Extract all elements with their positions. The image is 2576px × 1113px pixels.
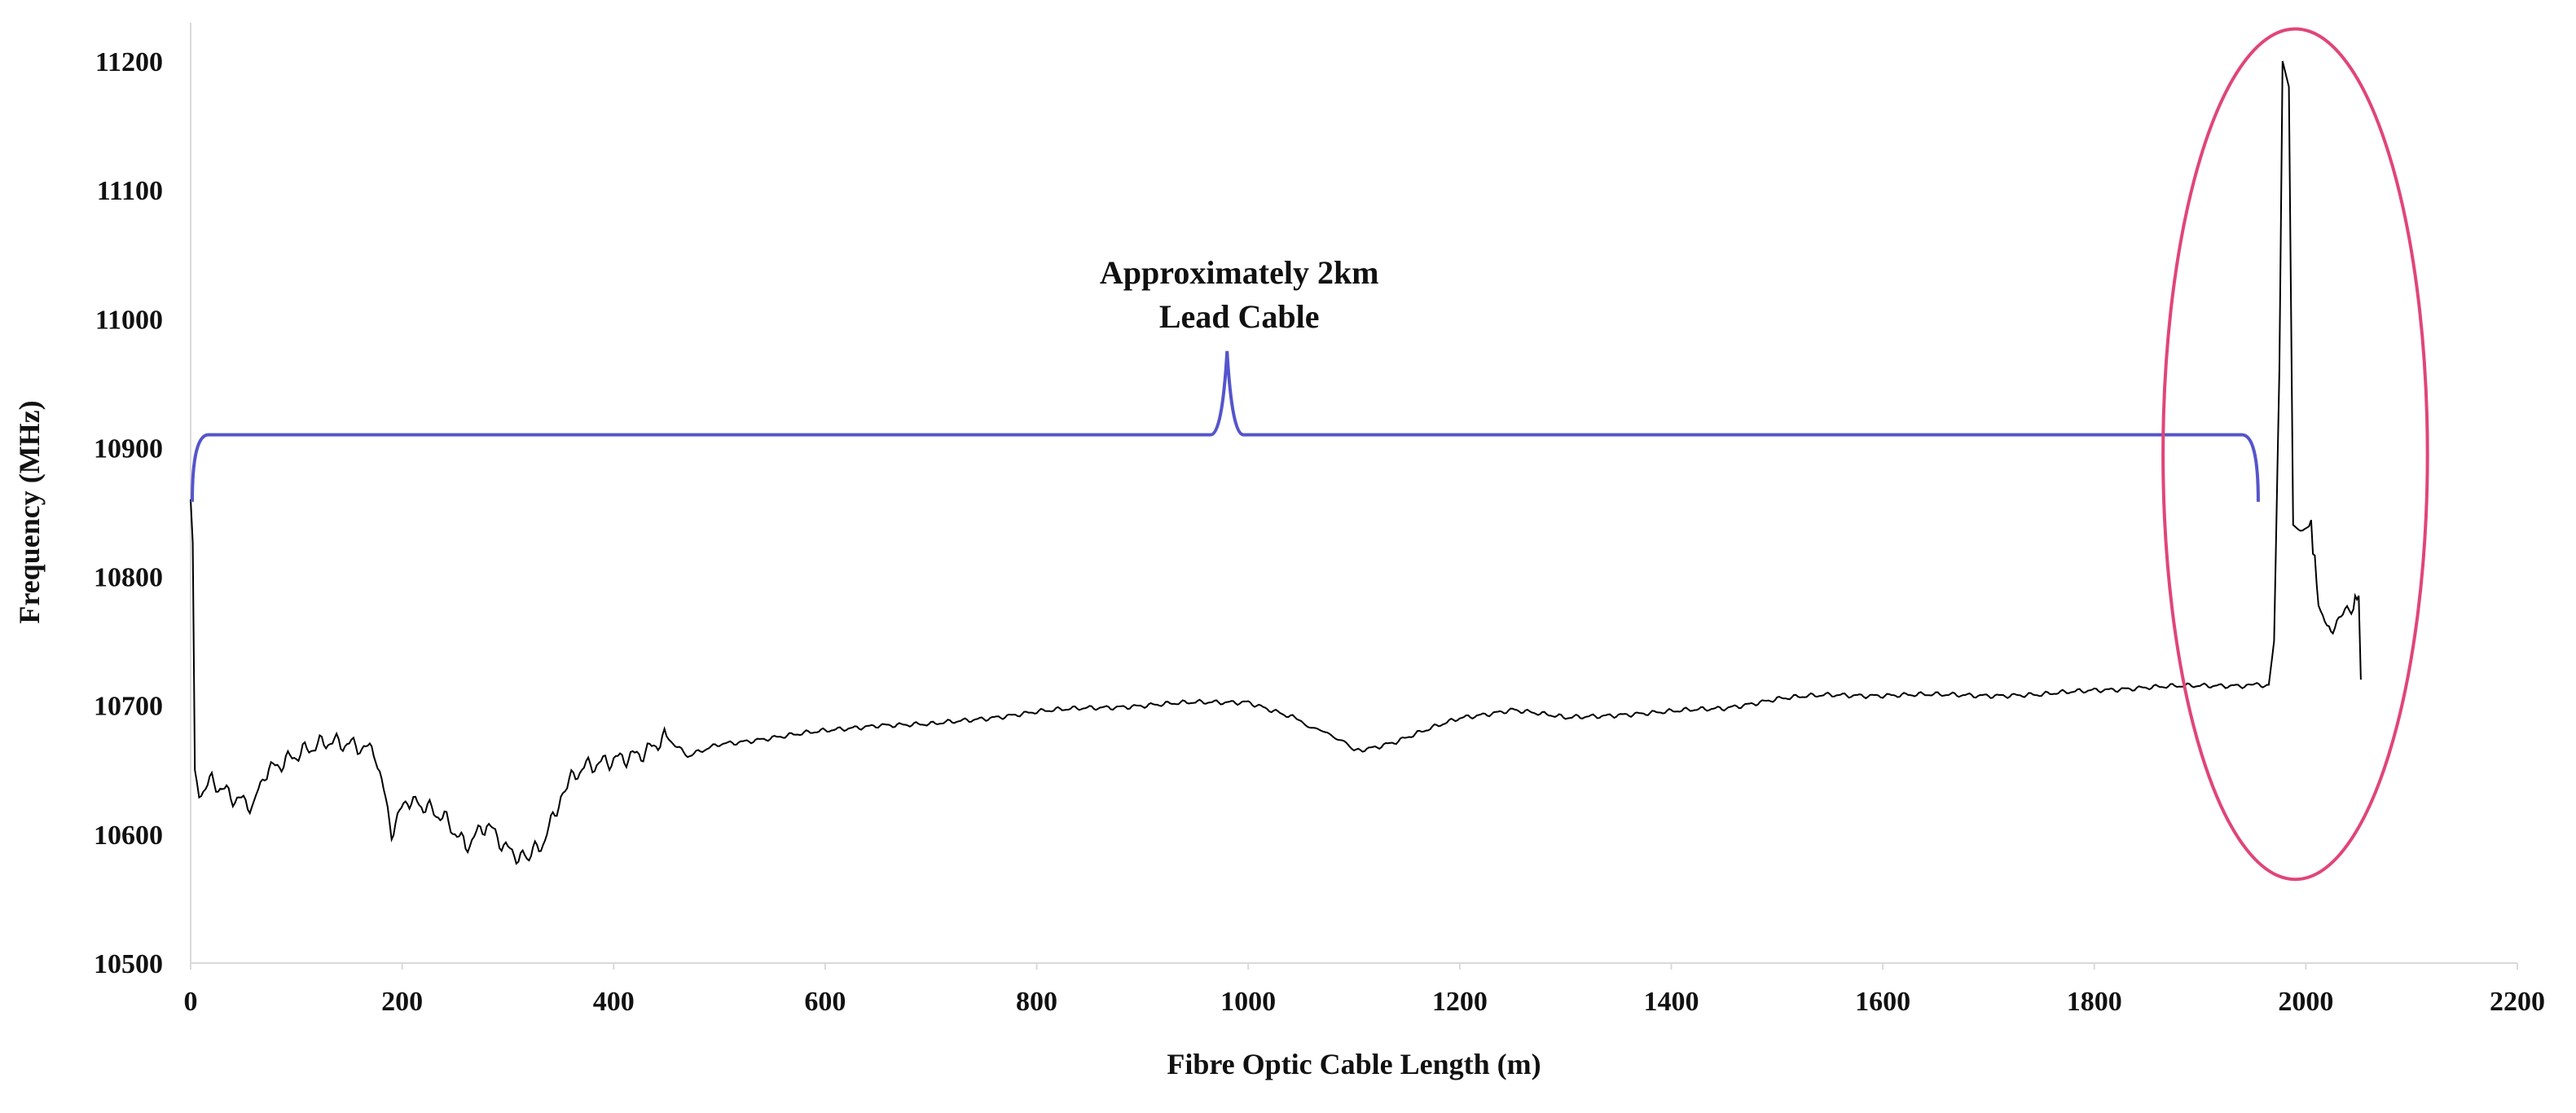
x-tick-label: 2200 [2490,987,2545,1017]
annotation-line-2: Lead Cable [1159,298,1320,335]
y-tick-label: 10800 [94,563,163,593]
x-tick-label: 400 [593,987,635,1017]
y-tick-label: 11200 [95,47,163,77]
y-axis-tick-labels: 10500 10600 10700 10800 10900 11000 11100 11200 [94,47,163,979]
x-tick-label: 600 [804,987,846,1017]
x-tick-label: 1800 [2067,987,2122,1017]
x-tick-label: 2000 [2278,987,2333,1017]
x-tick-label: 1000 [1220,987,1276,1017]
x-axis-tick-labels: 0 200 400 600 800 1000 1200 1400 1600 1800 2000 220… [184,987,2546,1017]
y-tick-label: 10600 [94,820,163,851]
x-tick-label: 800 [1016,987,1057,1017]
y-axis-title: Frequency (MHz) [13,400,46,623]
highlight-ellipse [2161,27,2429,882]
y-tick-label: 11100 [97,176,163,206]
x-tick-label: 0 [184,987,198,1017]
series-line-frequency [190,60,2362,865]
y-tick-label: 10900 [94,433,163,464]
x-tick-label: 200 [381,987,423,1017]
y-tick-label: 10700 [94,692,163,722]
x-axis-title: Fibre Optic Cable Length (m) [1167,1048,1541,1080]
x-tick-label: 1400 [1643,987,1699,1017]
x-axis-ticks [190,963,2518,970]
annotation-line-1: Approximately 2km [1100,254,1379,291]
y-tick-label: 11000 [95,305,163,335]
y-tick-label: 10500 [94,949,163,979]
x-tick-label: 1600 [1855,987,1910,1017]
x-tick-label: 1200 [1432,987,1488,1017]
lead-cable-bracket [191,350,2260,502]
